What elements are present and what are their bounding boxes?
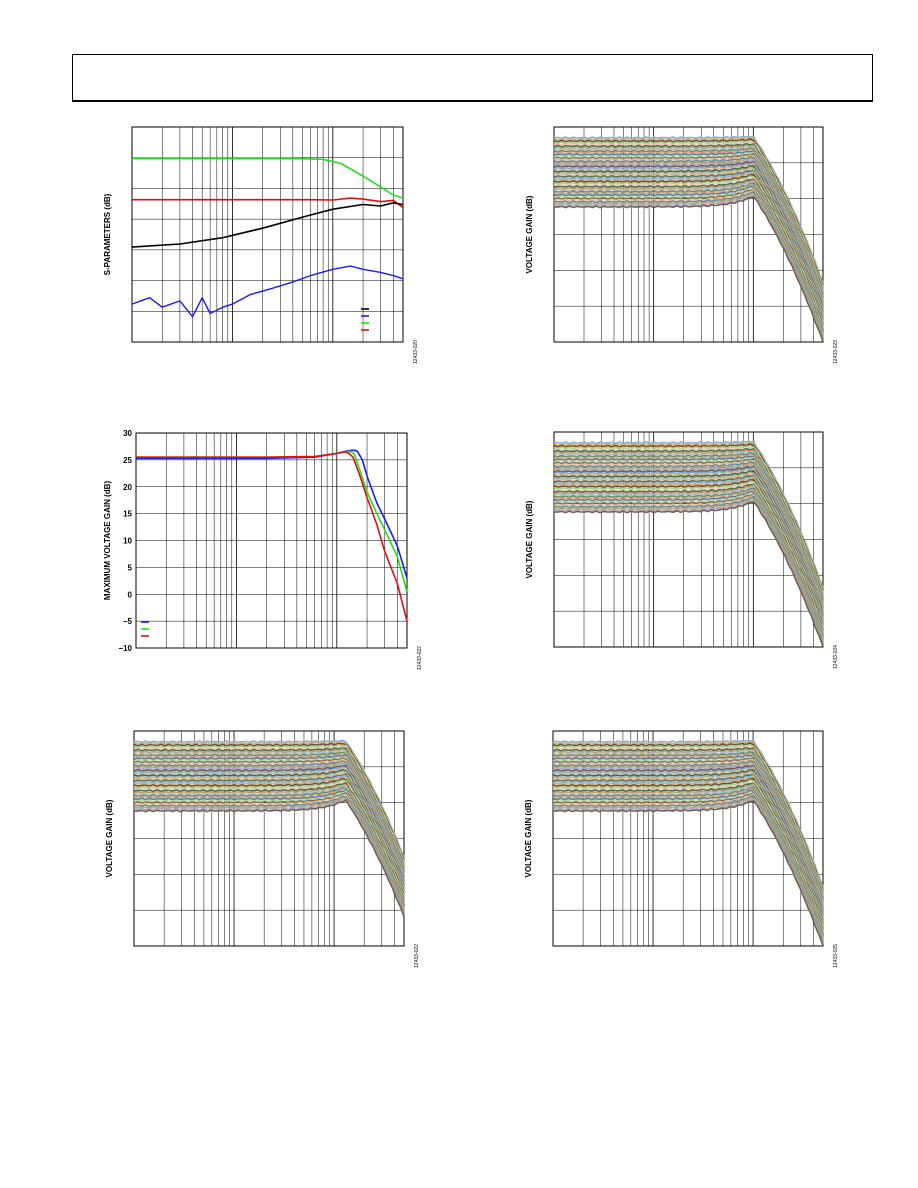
voltage-gain-chart-mid-right: VOLTAGE GAIN (dB) 12433-024: [525, 431, 839, 669]
gain-curve: [553, 501, 824, 647]
voltage-gain-chart-bottom-right: VOLTAGE GAIN (dB) 12433-025: [524, 730, 839, 968]
gain-curve: [133, 790, 405, 909]
y-axis-label: VOLTAGE GAIN (dB): [525, 500, 534, 578]
plot-frame: [553, 126, 824, 343]
gain-curve: [133, 752, 405, 871]
gain-curve: [553, 196, 824, 342]
y-axis-label: S-PARAMETERS (dB): [103, 193, 112, 275]
gain-curve: [553, 464, 824, 612]
gain-curve: [553, 474, 824, 623]
figure-id: 12433-022: [417, 646, 423, 670]
gain-curve: [552, 773, 824, 922]
page-header-box: [72, 54, 873, 102]
figure-id: 12433-020: [413, 340, 419, 364]
gain-curve: [133, 780, 405, 898]
s-parameters-chart: S-PARAMETERS (dB) 12433-020: [103, 126, 419, 364]
gain-curve: [133, 764, 405, 883]
gain-curve: [552, 772, 824, 920]
gain-curve: [133, 743, 405, 862]
plot-grid: [135, 433, 408, 648]
gain-curve: [133, 745, 405, 864]
series-line: [136, 450, 408, 622]
y-tick-label: −10: [118, 644, 132, 653]
gain-curve: [552, 743, 824, 892]
series-line: [132, 157, 404, 199]
gain-curve: [553, 178, 824, 326]
y-axis-label: MAXIMUM VOLTAGE GAIN (dB): [103, 481, 112, 601]
gain-curve: [553, 483, 824, 631]
series-line: [131, 202, 404, 248]
figure-id: 12433-022: [414, 944, 420, 968]
gain-curve: [552, 764, 824, 913]
gain-curve: [133, 773, 405, 892]
curve-family: [552, 739, 824, 946]
gain-curve: [133, 799, 405, 918]
gain-curve: [553, 159, 824, 307]
gain-curve: [133, 762, 405, 881]
voltage-gain-chart-bottom-left: VOLTAGE GAIN (dB) 12433-022: [105, 730, 420, 968]
figure-id: 12433-025: [833, 944, 839, 968]
gain-curve: [133, 771, 405, 890]
gain-curve: [553, 139, 824, 288]
y-tick-label: 25: [123, 456, 132, 465]
gain-curve: [552, 763, 824, 911]
y-tick-label: 0: [128, 590, 133, 599]
gain-curve: [553, 187, 824, 335]
y-tick-label: 30: [123, 429, 132, 438]
maximum-voltage-gain-chart: 30 25 20 15 10 5 0 −5 −10 MAXIMUM VOLTAGE GAIN (d…: [103, 429, 423, 670]
gain-curve: [552, 800, 824, 946]
figure-id: 12433-024: [833, 645, 839, 669]
y-tick-label: 20: [123, 483, 132, 492]
gain-curve: [552, 745, 824, 894]
gain-curve: [133, 754, 405, 873]
plot-frame: [552, 730, 824, 947]
series-line: [136, 449, 408, 579]
y-tick-label: 5: [128, 563, 133, 572]
gain-curve: [552, 791, 824, 939]
plot-frame: [135, 432, 408, 649]
gain-curve: [133, 789, 405, 907]
y-axis-label: VOLTAGE GAIN (dB): [525, 195, 534, 273]
gain-curve: [133, 792, 405, 911]
gain-curve: [553, 446, 824, 595]
voltage-gain-chart-top-right: VOLTAGE GAIN (dB) 12433-023: [525, 126, 839, 364]
curve-family: [553, 135, 824, 342]
y-tick-label: −5: [123, 617, 133, 626]
y-tick-label: 10: [123, 537, 132, 546]
gain-curve: [552, 782, 824, 930]
plot-frame: [131, 126, 404, 343]
gain-curve: [553, 150, 824, 299]
gain-curve: [133, 781, 405, 900]
y-tick-label: 15: [123, 510, 132, 519]
plot-frame: [553, 431, 824, 648]
y-axis-label: VOLTAGE GAIN (dB): [105, 799, 114, 877]
series-line: [132, 197, 404, 209]
figure-id: 12433-023: [833, 340, 839, 364]
gain-curve: [553, 444, 824, 593]
y-axis-label: VOLTAGE GAIN (dB): [524, 799, 533, 877]
gain-curve: [133, 762, 405, 879]
gain-curve: [553, 169, 824, 318]
gain-curve: [553, 492, 824, 640]
gain-curve: [553, 141, 824, 290]
series-line: [131, 265, 404, 318]
plot-frame: [133, 730, 405, 947]
curve-family: [133, 739, 405, 918]
curve-family: [553, 440, 824, 647]
gain-curve: [553, 455, 824, 604]
gain-curve: [552, 754, 824, 903]
